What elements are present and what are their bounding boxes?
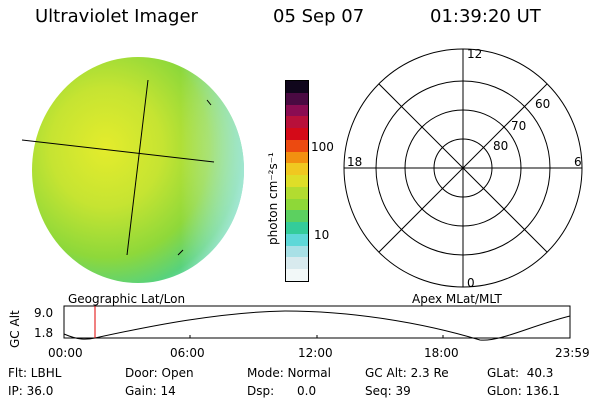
info-dsp: Dsp: 0.0: [247, 384, 317, 398]
colorbar-band: [286, 222, 308, 234]
info-glat: GLat: 40.3: [487, 366, 554, 380]
info-glon: GLon: 136.1: [487, 384, 560, 398]
colorbar-band: [286, 151, 308, 164]
altitude-ytick-1-8: 1.8: [34, 326, 54, 340]
colorbar-band: [286, 175, 308, 187]
lat-line: [21, 139, 215, 163]
mlt-label-6: 6: [574, 155, 582, 169]
diag-line: [378, 83, 548, 253]
polar-panel-caption: Apex MLat/MLT: [412, 292, 502, 306]
colorbar-band: [286, 139, 308, 152]
altitude-frame: [63, 305, 571, 339]
altitude-xtick-1800: 18:00: [424, 346, 459, 360]
colorbar-band: [286, 128, 308, 140]
info-mode: Mode: Normal: [247, 366, 331, 380]
info-gain: Gain: 14: [125, 384, 176, 398]
polar-grid: [343, 48, 583, 288]
colorbar-band: [286, 233, 308, 246]
mlt-label-0: 0: [467, 276, 475, 290]
altitude-xtick-1200: 12:00: [298, 346, 333, 360]
lat-label-60: 60: [535, 97, 551, 111]
lat-label-70: 70: [511, 119, 527, 133]
lat-label-80: 80: [493, 139, 509, 153]
colorbar-tick-10: 10: [314, 228, 330, 242]
colorbar-band: [286, 163, 308, 176]
altitude-ytick-9: 9.0: [34, 306, 54, 320]
uv-image-disk: [21, 57, 244, 283]
info-ip: IP: 36.0: [8, 384, 54, 398]
info-door: Door: Open: [125, 366, 194, 380]
colorbar-band: [286, 116, 308, 129]
colorbar-band: [286, 245, 308, 258]
left-panel-caption: Geographic Lat/Lon: [68, 292, 186, 306]
colorbar-band: [286, 198, 308, 211]
tick-mark: [206, 99, 212, 106]
colorbar-band: [286, 269, 308, 281]
disk-rim: [32, 57, 244, 283]
colorbar-band: [286, 104, 308, 117]
tick-mark: [177, 249, 184, 256]
observation-date: 05 Sep 07: [273, 6, 365, 27]
mlt-label-12: 12: [467, 47, 483, 61]
colorbar: [285, 80, 309, 282]
info-gc-alt: GC Alt: 2.3 Re: [365, 366, 449, 380]
colorbar-band: [286, 80, 308, 93]
lon-line: [126, 79, 149, 256]
altitude-curve: [63, 310, 571, 341]
info-filter: Flt: LBHL: [8, 366, 62, 380]
instrument-title: Ultraviolet Imager: [35, 6, 198, 27]
altitude-plot: [63, 305, 571, 341]
mlt-label-18: 18: [347, 155, 363, 169]
colorbar-band: [286, 186, 308, 199]
colorbar-band: [286, 210, 308, 223]
info-seq: Seq: 39: [365, 384, 411, 398]
observation-time: 01:39:20 UT: [430, 6, 541, 27]
colorbar-unit-label: photon cm⁻²s⁻¹: [266, 152, 280, 245]
colorbar-tick-100: 100: [311, 140, 334, 154]
altitude-ylabel: GC Alt: [8, 310, 22, 348]
altitude-xtick-0000: 00:00: [48, 346, 83, 360]
colorbar-band: [286, 92, 308, 105]
altitude-xtick-2359: 23:59: [555, 346, 590, 360]
colorbar-band: [286, 257, 308, 270]
altitude-xtick-0600: 06:00: [170, 346, 205, 360]
